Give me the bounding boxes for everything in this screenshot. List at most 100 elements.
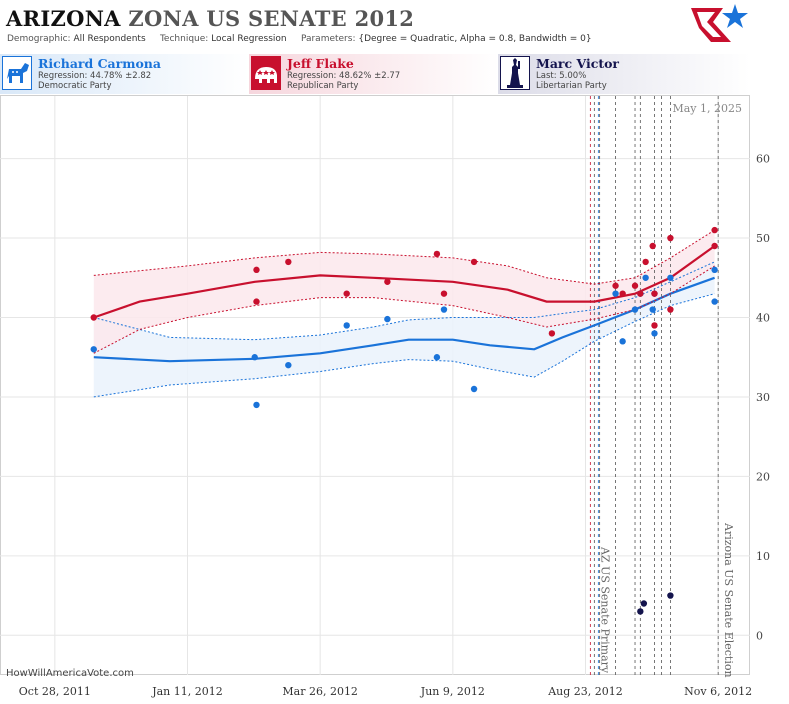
demographic-label: Demographic: (7, 34, 71, 44)
upper-bound-line (93, 229, 715, 285)
parameters-value: {Degree = Quadratic, Alpha = 0.8, Bandwi… (358, 34, 592, 44)
site-credit: HowWillAmericaVote.com (6, 668, 134, 679)
victor-stat: Last: 5.00% (536, 71, 587, 81)
poll-point (651, 330, 658, 337)
poll-point (90, 346, 97, 353)
poll-point (619, 338, 626, 345)
poll-point (637, 608, 644, 615)
chart-title: ARIZONA ZONA US SENATE 2012 (6, 6, 414, 31)
poll-point (253, 298, 260, 305)
poll-point (384, 315, 391, 323)
x-tick-label: Oct 28, 2011 (19, 685, 91, 698)
candidate-victor: Marc Victor Last: 5.00% Libertarian Part… (498, 54, 750, 94)
poll-point (711, 298, 718, 305)
poll-point (470, 258, 478, 266)
date-label: May 1, 2025 (672, 102, 742, 115)
poll-point (251, 354, 258, 361)
poll-point (642, 258, 649, 266)
title-rest: ZONA US SENATE 2012 (128, 6, 415, 31)
poll-point (649, 306, 656, 313)
y-axis: 0 10 20 30 40 50 60 (756, 153, 770, 643)
parameters-line: Demographic: All Respondents Technique: … (7, 34, 592, 44)
candidate-carmona: Richard Carmona Regression: 44.78% ±2.82… (0, 54, 250, 94)
x-tick-label: Aug 23, 2012 (547, 685, 623, 698)
poll-point (433, 354, 441, 361)
poll-point (285, 361, 292, 369)
victor-name: Marc Victor (536, 56, 620, 71)
poll-point (440, 306, 448, 313)
poll-point (667, 592, 674, 599)
poll-point (637, 290, 644, 297)
poll-chart: AZ US Senate Primary Arizona US Senate El… (0, 95, 770, 698)
poll-point (440, 290, 448, 297)
flake-name: Jeff Flake (287, 56, 354, 71)
trend-line (93, 276, 715, 363)
y-tick-label: 20 (756, 470, 770, 483)
poll-point (667, 234, 674, 242)
poll-point (612, 290, 619, 297)
y-tick-label: 60 (756, 153, 770, 166)
event-label: Arizona US Senate Election (722, 522, 735, 678)
poll-point (384, 278, 391, 285)
upper-bound-line (93, 261, 715, 341)
trend-line (93, 245, 716, 319)
confidence-band (93, 261, 715, 397)
y-tick-label: 30 (756, 391, 770, 404)
poll-point (343, 322, 350, 329)
carmona-party: Democratic Party (38, 81, 112, 91)
carmona-stat: Regression: 44.78% ±2.82 (38, 71, 152, 81)
poll-point (343, 290, 350, 297)
poll-point (90, 314, 97, 321)
poll-point (253, 401, 260, 409)
poll-point (433, 250, 441, 258)
x-tick-label: Jan 11, 2012 (151, 685, 223, 698)
poll-point (711, 266, 718, 274)
poll-points (90, 226, 718, 615)
y-tick-label: 50 (756, 232, 770, 245)
y-tick-label: 40 (756, 312, 770, 325)
candidate-legend: Richard Carmona Regression: 44.78% ±2.82… (0, 54, 750, 94)
poll-point (470, 385, 478, 393)
poll-point (642, 274, 649, 281)
poll-point (285, 258, 292, 266)
donkey-icon (2, 56, 32, 90)
candidate-flake: Jeff Flake Regression: 48.62% ±2.77 Repu… (249, 54, 499, 94)
poll-point (640, 600, 648, 607)
event-label: AZ US Senate Primary (598, 546, 611, 674)
demographic-value: All Respondents (73, 34, 146, 44)
poll-point (548, 330, 556, 337)
poll-point (711, 242, 718, 250)
elephant-icon (251, 56, 281, 90)
liberty-icon (500, 56, 530, 90)
poll-point (253, 266, 260, 274)
poll-point (631, 282, 639, 289)
poll-point (667, 306, 674, 313)
victor-party: Libertarian Party (536, 81, 607, 91)
poll-point (649, 242, 656, 250)
title-state: ARIZONA (6, 6, 121, 31)
poll-point (651, 322, 658, 329)
event-lines: AZ US Senate Primary Arizona US Senate El… (589, 96, 735, 678)
technique-label: Technique: (159, 34, 209, 44)
poll-point (631, 306, 639, 313)
flake-stat: Regression: 48.62% ±2.77 (287, 71, 401, 81)
confidence-band (93, 230, 715, 354)
lower-bound-line (93, 293, 715, 398)
parameters-label: Parameters: (300, 34, 356, 44)
poll-point (711, 226, 718, 234)
x-tick-label: Jun 9, 2012 (420, 685, 485, 698)
x-tick-label: Nov 6, 2012 (684, 685, 752, 698)
x-axis: Oct 28, 2011 Jan 11, 2012 Mar 26, 2012 Jun … (19, 685, 752, 698)
poll-point (667, 274, 674, 281)
confidence-bands (93, 230, 715, 397)
y-tick-label: 0 (756, 629, 763, 642)
x-tick-label: Mar 26, 2012 (282, 685, 358, 698)
carmona-name: Richard Carmona (38, 56, 161, 71)
poll-point (619, 290, 626, 297)
poll-point (651, 290, 658, 297)
lower-bound-line (93, 265, 715, 354)
poll-point (612, 282, 619, 289)
flake-party: Republican Party (287, 81, 359, 91)
technique-value: Local Regression (211, 34, 287, 44)
plot-frame (0, 95, 750, 675)
